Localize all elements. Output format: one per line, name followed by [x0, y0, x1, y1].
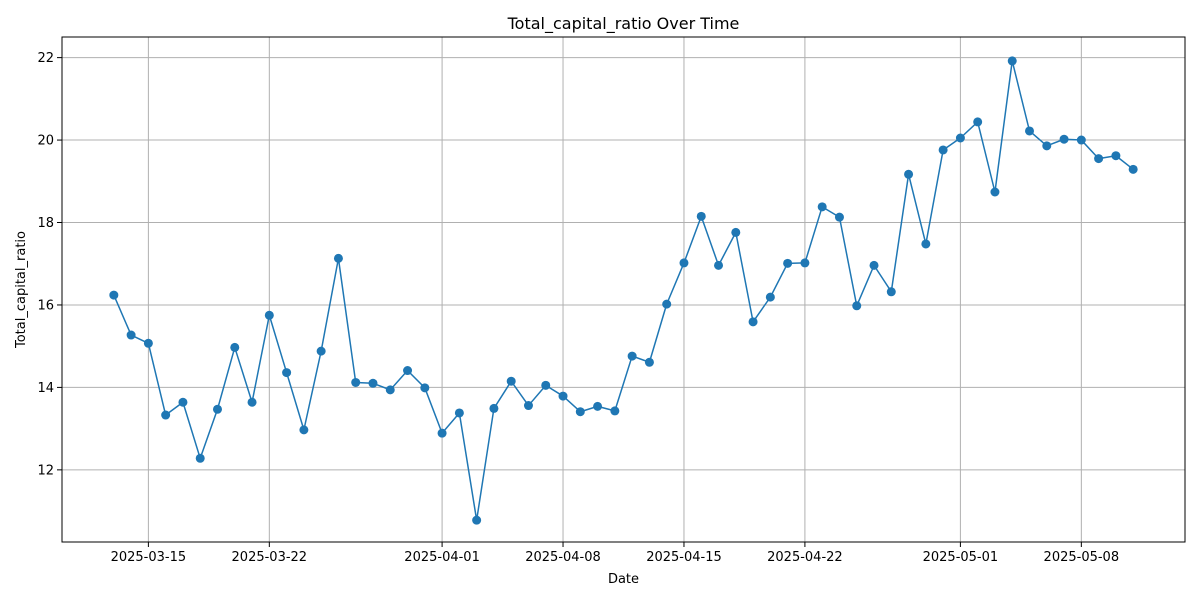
data-point — [541, 380, 551, 390]
data-point — [644, 357, 654, 367]
data-point — [1128, 164, 1138, 174]
y-tick-label: 20 — [37, 134, 54, 149]
x-tick-label: 2025-04-15 — [646, 550, 722, 565]
data-point — [109, 290, 119, 300]
data-point — [420, 383, 430, 393]
data-point — [143, 338, 153, 348]
x-tick-label: 2025-05-01 — [923, 550, 999, 565]
grid-layer — [62, 37, 1185, 542]
data-point — [264, 310, 274, 320]
x-tick-label: 2025-04-08 — [525, 550, 601, 565]
data-point — [558, 391, 568, 401]
data-point — [178, 397, 188, 407]
data-point — [593, 401, 603, 411]
data-point — [230, 342, 240, 352]
data-point — [472, 515, 482, 525]
data-point — [834, 212, 844, 222]
data-point — [921, 239, 931, 249]
data-point — [575, 407, 585, 417]
data-point — [904, 169, 914, 179]
x-tick-label: 2025-04-22 — [767, 550, 843, 565]
data-point — [1111, 151, 1121, 161]
data-point — [299, 425, 309, 435]
data-point — [1076, 135, 1086, 145]
data-point — [731, 227, 741, 237]
x-tick-label: 2025-03-15 — [111, 550, 187, 565]
y-tick-label: 12 — [37, 463, 54, 478]
series-layer — [109, 56, 1138, 525]
y-axis-label: Total_capital_ratio — [14, 231, 29, 349]
y-tick-label: 18 — [37, 216, 54, 231]
data-point — [938, 145, 948, 155]
data-point — [282, 368, 292, 378]
x-tick-label: 2025-03-22 — [232, 550, 308, 565]
y-tick-label: 22 — [37, 51, 54, 66]
x-tick-label: 2025-04-01 — [404, 550, 480, 565]
data-point — [212, 404, 222, 414]
data-point — [800, 258, 810, 268]
tick-layer: 2025-03-15 2025-03-22 2025-04-01 2025-04-08… — [37, 51, 1119, 565]
data-point — [1007, 56, 1017, 66]
data-point — [783, 258, 793, 268]
x-axis-label: Date — [608, 572, 639, 587]
data-point — [990, 187, 1000, 197]
data-point — [748, 317, 758, 327]
y-tick-label: 16 — [37, 298, 54, 313]
data-point — [662, 299, 672, 309]
data-point — [523, 401, 533, 411]
data-point — [1042, 141, 1052, 151]
data-point — [385, 385, 395, 395]
data-point — [247, 397, 257, 407]
data-point — [316, 346, 326, 356]
data-point — [351, 377, 361, 387]
data-point — [437, 428, 447, 438]
data-point — [489, 403, 499, 413]
data-point — [1059, 134, 1069, 144]
data-point — [696, 211, 706, 221]
data-point — [610, 406, 620, 416]
data-point — [765, 292, 775, 302]
data-point — [506, 376, 516, 386]
data-point — [817, 202, 827, 212]
data-point — [627, 351, 637, 361]
x-tick-label: 2025-05-08 — [1044, 550, 1120, 565]
chart-title: Total_capital_ratio Over Time — [507, 14, 740, 34]
data-point — [1025, 126, 1035, 136]
data-point — [126, 330, 136, 340]
data-point — [852, 301, 862, 311]
data-point — [714, 260, 724, 270]
data-point — [195, 453, 205, 463]
data-point — [403, 366, 413, 376]
data-point — [161, 410, 171, 420]
data-point — [368, 378, 378, 388]
data-point — [454, 408, 464, 418]
data-point — [1094, 154, 1104, 164]
data-point — [973, 117, 983, 127]
data-point — [886, 287, 896, 297]
data-point — [679, 258, 689, 268]
plot-frame — [61, 36, 1186, 543]
data-point — [869, 260, 879, 270]
y-tick-label: 14 — [37, 381, 54, 396]
data-point — [955, 133, 965, 143]
data-point — [333, 253, 343, 263]
